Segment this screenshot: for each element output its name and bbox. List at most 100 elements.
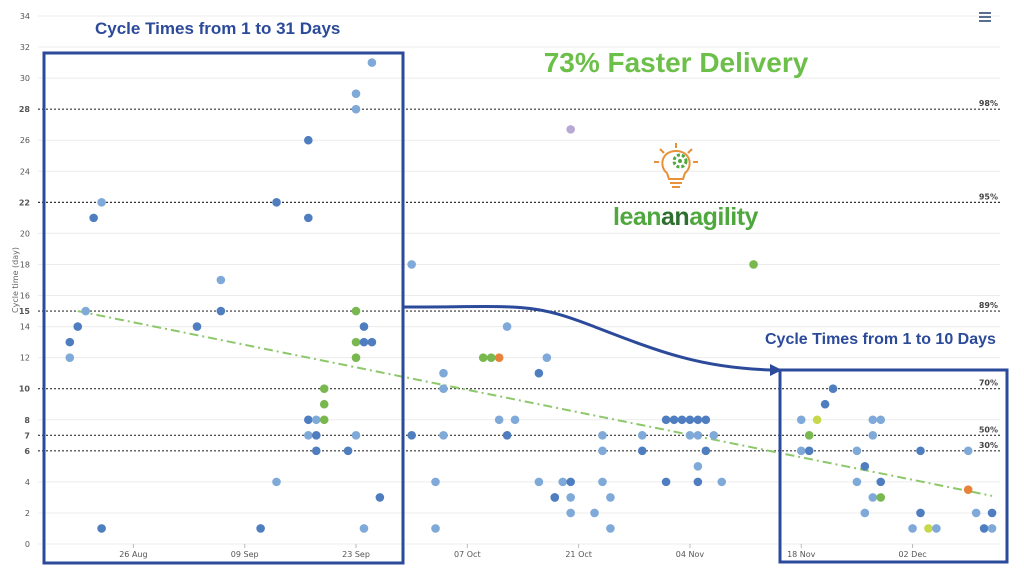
data-point xyxy=(566,477,575,487)
y-axis-label: Cycle time (day) xyxy=(11,247,20,313)
y-tick-label: 30 xyxy=(20,74,30,83)
x-tick-label: 21 Oct xyxy=(565,550,592,559)
data-point xyxy=(685,415,695,425)
percentile-label: 70% xyxy=(979,379,998,388)
x-tick-label: 09 Sep xyxy=(231,550,259,559)
data-point xyxy=(709,430,719,440)
data-point xyxy=(868,430,878,440)
data-point xyxy=(486,353,496,362)
y-tick-label: 10 xyxy=(19,385,31,394)
data-point xyxy=(566,493,575,502)
y-tick-label: 14 xyxy=(20,323,30,332)
logo-text-an: an xyxy=(661,203,689,231)
data-point xyxy=(192,322,202,331)
data-point xyxy=(534,477,544,487)
data-point xyxy=(494,415,504,425)
data-point xyxy=(216,275,226,285)
x-tick-label: 07 Oct xyxy=(454,550,481,559)
data-point xyxy=(319,399,329,409)
x-axis-ticks: 26 Aug 09 Sep 23 Sep 07 Oct 21 Oct 04 Nov 18 N… xyxy=(119,544,927,559)
x-tick-label: 23 Sep xyxy=(342,550,370,559)
data-point xyxy=(979,524,989,533)
data-point xyxy=(598,477,607,487)
data-point xyxy=(804,430,814,440)
data-point xyxy=(868,415,878,425)
percentile-lines: 98% 95% 89% 70% 50% 30% xyxy=(38,99,1000,452)
y-tick-label: 22 xyxy=(19,198,30,207)
data-point xyxy=(932,524,941,533)
data-point xyxy=(693,430,703,440)
y-tick-label: 20 xyxy=(20,229,30,238)
data-point xyxy=(65,353,75,362)
data-point xyxy=(685,430,695,440)
right-annotation-box xyxy=(778,368,1009,564)
data-point xyxy=(311,446,321,456)
data-point xyxy=(852,446,862,456)
data-point xyxy=(311,430,321,440)
data-point xyxy=(661,477,671,487)
data-point xyxy=(319,415,329,425)
data-point xyxy=(343,446,353,456)
data-point xyxy=(431,524,440,533)
data-point xyxy=(319,384,329,394)
hamburger-menu-icon[interactable] xyxy=(979,12,991,22)
data-point xyxy=(439,384,448,394)
data-point xyxy=(97,524,106,533)
y-tick-label: 12 xyxy=(20,354,30,363)
percentile-label: 89% xyxy=(979,301,998,310)
data-point xyxy=(796,446,806,456)
data-point xyxy=(860,508,870,518)
data-point xyxy=(351,89,361,98)
data-point xyxy=(963,485,973,494)
data-point xyxy=(65,337,75,347)
data-point xyxy=(876,477,886,487)
connector-arrow xyxy=(402,305,773,372)
data-point xyxy=(876,493,886,502)
logo-text-lean: lean xyxy=(613,203,661,231)
y-tick-label: 24 xyxy=(20,167,30,176)
data-point xyxy=(359,337,369,347)
data-point xyxy=(439,430,448,440)
data-point xyxy=(637,430,647,440)
data-point xyxy=(860,462,870,471)
percentile-label: 30% xyxy=(979,441,998,450)
x-tick-label: 18 Nov xyxy=(787,550,816,559)
data-point xyxy=(351,430,361,440)
svg-text:leananagility: leananagility xyxy=(613,203,759,231)
data-point xyxy=(606,493,615,502)
data-point xyxy=(677,415,687,425)
data-point xyxy=(494,353,504,362)
y-tick-label: 4 xyxy=(25,478,30,487)
data-point xyxy=(924,524,933,533)
data-point xyxy=(97,198,106,207)
data-point xyxy=(717,477,727,487)
data-point xyxy=(367,58,377,67)
data-point xyxy=(796,415,806,425)
grid-lines xyxy=(38,15,1000,545)
data-point xyxy=(534,368,544,378)
data-point xyxy=(637,446,647,456)
data-point xyxy=(351,306,361,316)
data-point xyxy=(407,430,416,440)
lightbulb-gear-icon xyxy=(654,143,698,188)
y-tick-label: 32 xyxy=(20,43,30,52)
data-point xyxy=(304,213,313,223)
data-point xyxy=(963,446,973,456)
data-point xyxy=(359,524,369,533)
y-tick-label: 18 xyxy=(20,260,30,269)
data-point xyxy=(693,477,703,487)
data-point xyxy=(351,353,361,362)
data-point xyxy=(359,322,369,331)
percentile-label: 95% xyxy=(979,192,998,201)
data-point xyxy=(598,430,607,440)
data-point xyxy=(566,125,575,134)
data-point xyxy=(590,508,599,518)
data-point xyxy=(916,446,925,456)
logo-text-agility: agility xyxy=(689,203,758,231)
data-point xyxy=(693,415,703,425)
data-point xyxy=(598,446,607,456)
y-tick-label: 7 xyxy=(24,431,30,440)
data-point xyxy=(566,508,575,518)
data-point xyxy=(701,415,711,425)
